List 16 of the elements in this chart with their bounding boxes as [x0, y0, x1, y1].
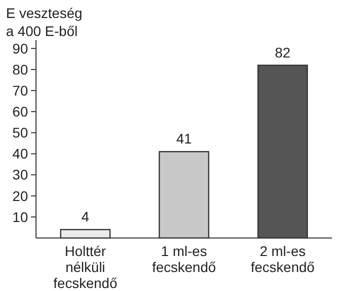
y-tick-label: 50	[12, 124, 28, 141]
y-tick-label: 90	[12, 40, 28, 56]
x-tick-label: 2 ml-es fecskendő	[250, 243, 315, 275]
data-label: 41	[176, 130, 192, 147]
y-tick-label: 10	[12, 208, 28, 225]
y-tick-label: 70	[12, 82, 28, 98]
y-tick-label: 30	[12, 166, 28, 183]
data-label: 4	[81, 208, 90, 225]
data-label: 82	[274, 44, 291, 60]
y-tick-label: 20	[12, 188, 28, 204]
x-tick-label: 1 ml-es fecskendő	[152, 243, 216, 275]
y-tick-label: 60	[12, 104, 28, 120]
x-tick-label: Holttér nélküli fecskendő	[53, 243, 118, 291]
y-tick-label: 40	[12, 146, 28, 162]
y-axis-title: E veszteség a 400 E-ből	[6, 5, 82, 39]
y-tick-label: 80	[12, 61, 28, 78]
